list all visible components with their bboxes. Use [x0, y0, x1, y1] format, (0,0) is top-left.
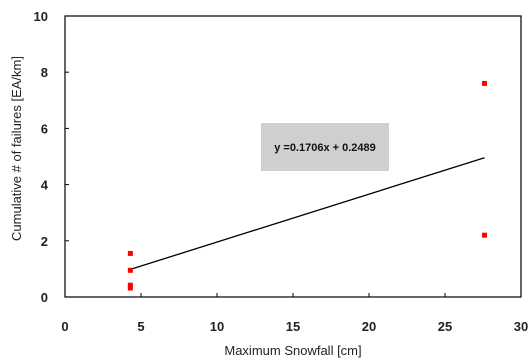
- x-tick-label-1: 5: [137, 319, 144, 334]
- tick-labels: 0 5 10 15 20 25 30 0 2 4 6 8 10: [34, 9, 529, 334]
- y-tick-label-4: 8: [41, 65, 48, 80]
- x-tick-label-6: 30: [514, 319, 528, 334]
- x-axis-label: Maximum Snowfall [cm]: [224, 343, 361, 358]
- y-axis-label: Cumulative # of failures [EA/km]: [9, 56, 24, 241]
- trendline-equation: y =0.1706x + 0.2489: [274, 142, 376, 154]
- x-tick-label-3: 15: [286, 319, 300, 334]
- equation-annotation: y =0.1706x + 0.2489: [261, 123, 389, 171]
- x-tick-label-0: 0: [61, 319, 68, 334]
- x-tick-label-4: 20: [362, 319, 376, 334]
- trendline: [130, 157, 485, 271]
- y-tick-label-1: 2: [41, 234, 48, 249]
- data-point-4: [482, 80, 488, 86]
- x-tick-label-5: 25: [438, 319, 452, 334]
- data-points: [127, 80, 488, 291]
- y-tick-label-5: 10: [34, 9, 48, 24]
- data-point-5: [482, 232, 488, 238]
- y-tick-label-3: 6: [41, 121, 48, 136]
- y-tick-label-0: 0: [41, 290, 48, 305]
- trendline-group: [130, 157, 485, 271]
- x-tick-label-2: 10: [210, 319, 224, 334]
- data-point-2: [127, 282, 133, 288]
- data-point-1: [127, 267, 133, 273]
- equation-box: [261, 123, 389, 171]
- data-point-3: [127, 285, 133, 291]
- chart-axes: [64, 15, 522, 298]
- data-point-0: [127, 250, 133, 256]
- y-tick-label-2: 4: [41, 178, 49, 193]
